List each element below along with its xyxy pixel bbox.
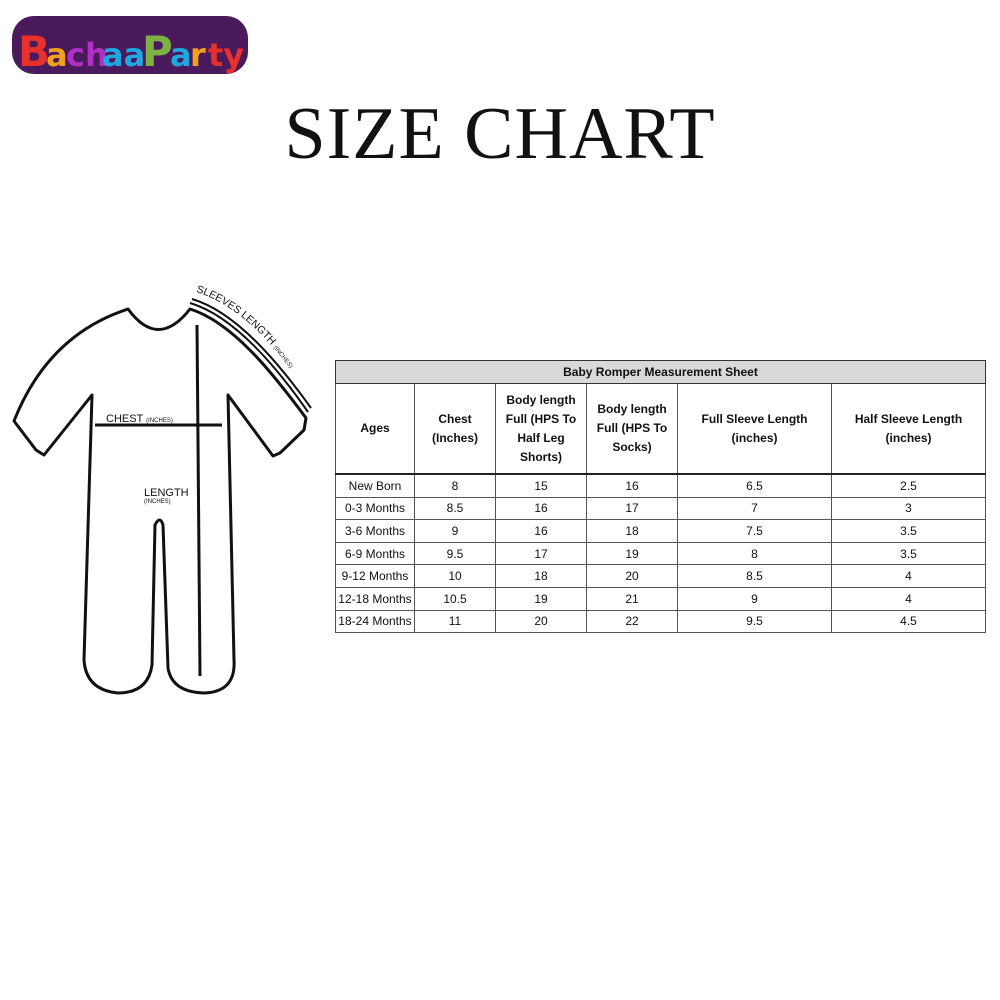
svg-text:a: a [46,36,68,74]
value-cell: 16 [586,473,678,498]
age-cell: 3-6 Months [335,519,415,543]
column-header: Body length Full (HPS To Half Leg Shorts… [495,383,587,475]
measurement-table: Baby Romper Measurement Sheet Ages Chest … [335,360,986,634]
age-cell: 18-24 Months [335,609,415,634]
value-cell: 19 [495,586,587,611]
value-cell: 2.5 [831,473,986,498]
value-cell: 4.5 [831,609,986,634]
column-header: Half Sleeve Length (inches) [831,383,986,475]
bachaa-party-logo: B a ch aa P a r ty [12,16,248,76]
value-cell: 20 [495,609,587,634]
value-cell: 4 [831,564,986,588]
value-cell: 22 [586,609,678,634]
column-header: Chest (Inches) [414,383,496,475]
table-row: 18-24 Months 11 20 22 9.5 4.5 [335,609,986,634]
table-row: 0-3 Months 8.5 16 17 7 3 [335,496,986,521]
svg-text:r: r [190,36,206,74]
value-cell: 20 [586,564,678,588]
svg-text:aa: aa [102,36,145,74]
romper-diagram: SLEEVES LENGTH (INCHES) CHEST (INCHES) L… [12,283,312,695]
value-cell: 4 [831,586,986,611]
value-cell: 9 [677,586,832,611]
table-title: Baby Romper Measurement Sheet [335,360,986,384]
column-header: Body length Full (HPS To Socks) [586,383,678,475]
age-cell: 12-18 Months [335,586,415,611]
age-cell: 0-3 Months [335,496,415,521]
table-row: 6-9 Months 9.5 17 19 8 3.5 [335,541,986,566]
age-cell: New Born [335,473,415,498]
svg-text:B: B [18,27,50,76]
value-cell: 8.5 [414,496,496,521]
table-row: 12-18 Months 10.5 19 21 9 4 [335,586,986,611]
value-cell: 11 [414,609,496,634]
value-cell: 16 [495,519,587,543]
value-cell: 8 [414,473,496,498]
romper-outline [12,307,308,695]
value-cell: 10 [414,564,496,588]
value-cell: 16 [495,496,587,521]
svg-text:P: P [142,27,173,76]
value-cell: 9 [414,519,496,543]
length-unit-label: (INCHES) [144,499,171,505]
value-cell: 9.5 [414,541,496,566]
value-cell: 18 [495,564,587,588]
svg-text:a: a [170,36,192,74]
value-cell: 3.5 [831,519,986,543]
column-header: Full Sleeve Length (inches) [677,383,832,475]
value-cell: 7 [677,496,832,521]
age-cell: 6-9 Months [335,541,415,566]
length-label: LENGTH [144,487,189,499]
svg-text:ch: ch [66,36,108,74]
value-cell: 6.5 [677,473,832,498]
svg-text:ty: ty [208,36,244,74]
column-header: Ages [335,383,415,475]
value-cell: 3.5 [831,541,986,566]
value-cell: 9.5 [677,609,832,634]
table-row: 9-12 Months 10 18 20 8.5 4 [335,564,986,588]
value-cell: 18 [586,519,678,543]
chest-label: CHEST (INCHES) [106,413,173,425]
value-cell: 15 [495,473,587,498]
value-cell: 10.5 [414,586,496,611]
table-row: 3-6 Months 9 16 18 7.5 3.5 [335,519,986,543]
value-cell: 21 [586,586,678,611]
value-cell: 19 [586,541,678,566]
value-cell: 7.5 [677,519,832,543]
value-cell: 3 [831,496,986,521]
table-row: New Born 8 15 16 6.5 2.5 [335,473,986,498]
length-measure-line [195,324,202,677]
value-cell: 17 [586,496,678,521]
value-cell: 17 [495,541,587,566]
value-cell: 8.5 [677,564,832,588]
value-cell: 8 [677,541,832,566]
page-title: SIZE CHART [284,93,716,175]
age-cell: 9-12 Months [335,564,415,588]
